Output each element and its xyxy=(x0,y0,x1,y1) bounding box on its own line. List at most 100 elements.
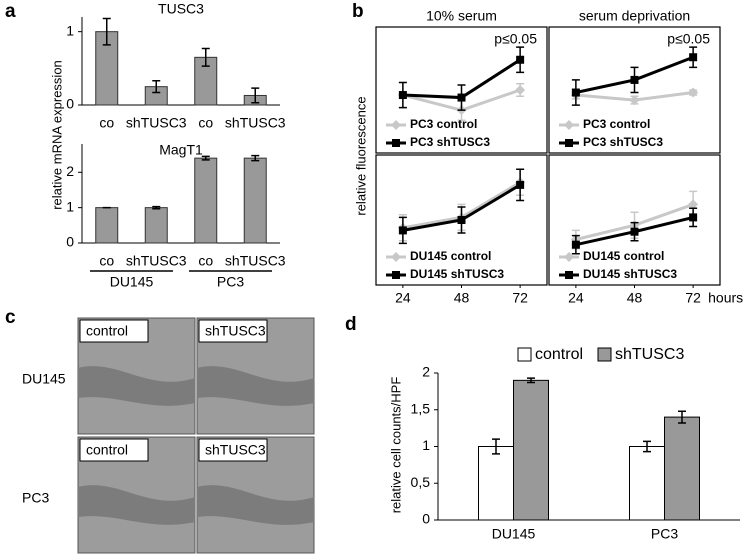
y-tick-label: 1 xyxy=(66,198,74,214)
y-tick-label: 2 xyxy=(66,163,74,179)
legend-label: DU145 shTUSC3 xyxy=(410,267,504,281)
chart-title: serum deprivation xyxy=(579,8,690,24)
legend-label: PC3 shTUSC3 xyxy=(583,135,663,149)
error-bar xyxy=(251,87,260,104)
x-tick-label: shTUSC3 xyxy=(225,115,286,131)
legend-label: DU145 control xyxy=(583,249,664,263)
marker xyxy=(398,226,407,235)
panel-letter: a xyxy=(5,1,16,22)
group-label: PC3 xyxy=(217,274,244,290)
error-bar xyxy=(251,154,260,162)
marker xyxy=(571,240,580,249)
legend-marker xyxy=(392,271,400,279)
marker xyxy=(457,216,466,224)
legend-label: control xyxy=(535,346,583,363)
annotation: p≤0.05 xyxy=(494,31,537,47)
x-tick-label: 48 xyxy=(627,290,643,306)
y-axis-label: relative mRNA expression xyxy=(49,60,64,210)
error-bar xyxy=(102,17,111,46)
bar xyxy=(513,379,549,521)
panel-letter: b xyxy=(352,1,364,22)
marker xyxy=(688,199,699,210)
marker xyxy=(629,95,640,106)
legend-marker xyxy=(391,252,401,262)
marker xyxy=(516,180,525,189)
error-bar xyxy=(152,80,161,94)
x-tick-label: 24 xyxy=(395,290,411,306)
bar xyxy=(664,416,700,521)
marker xyxy=(689,213,698,222)
image-label: shTUSC3 xyxy=(205,323,266,339)
marker xyxy=(688,87,699,98)
image-label: shTUSC3 xyxy=(205,442,266,458)
x-tick-label: co xyxy=(99,253,114,269)
marker xyxy=(516,55,525,64)
chart-title: MagT1 xyxy=(159,142,203,158)
y-axis-label: relative fluorescence xyxy=(353,96,368,215)
legend-swatch xyxy=(597,347,612,362)
x-tick-label: PC3 xyxy=(651,526,678,542)
plot-frame xyxy=(375,26,548,154)
legend-label: PC3 control xyxy=(583,117,650,131)
scratch-gap xyxy=(78,366,195,406)
y-tick-label: 1 xyxy=(66,22,74,38)
bar xyxy=(194,157,218,244)
error-bar xyxy=(643,440,651,453)
x-tick-label: 72 xyxy=(685,290,701,306)
legend-label: DU145 control xyxy=(410,249,491,263)
x-tick-label: co xyxy=(198,115,213,131)
legend-label: PC3 control xyxy=(410,117,477,131)
group-label: DU145 xyxy=(110,274,154,290)
scratch-gap xyxy=(197,366,314,406)
x-tick-label: 48 xyxy=(454,290,470,306)
y-tick-label: 0 xyxy=(66,96,74,112)
x-tick-label: co xyxy=(99,115,114,131)
scratch-gap xyxy=(197,485,314,525)
x-axis-label: hours xyxy=(708,290,743,306)
bar xyxy=(478,446,514,521)
x-tick-label: shTUSC3 xyxy=(126,115,187,131)
row-label: DU145 xyxy=(22,371,66,387)
y-tick-label: 1 xyxy=(422,437,430,453)
x-tick-label: 24 xyxy=(568,290,584,306)
marker xyxy=(571,88,580,97)
y-tick-label: 1,5 xyxy=(411,400,431,416)
image-label-box xyxy=(198,438,268,462)
legend-marker xyxy=(391,120,401,130)
marker xyxy=(457,93,466,102)
legend-label: shTUSC3 xyxy=(615,346,684,363)
marker xyxy=(630,227,639,236)
x-tick-label: DU145 xyxy=(492,526,536,542)
legend-marker xyxy=(565,271,573,279)
panel-letter: c xyxy=(5,307,16,328)
marker xyxy=(398,91,407,100)
image-label: control xyxy=(86,323,128,339)
legend-marker xyxy=(565,139,573,147)
bar xyxy=(629,446,665,521)
y-tick-label: 0 xyxy=(66,234,74,250)
chart-title: TUSC3 xyxy=(158,1,204,17)
bar xyxy=(95,207,119,244)
error-bar xyxy=(201,47,210,67)
error-bar xyxy=(492,438,500,455)
image-label-box xyxy=(198,319,268,343)
marker xyxy=(630,75,639,84)
y-tick-label: 0 xyxy=(422,511,430,527)
row-label: PC3 xyxy=(22,490,49,506)
panel-letter: d xyxy=(345,314,357,335)
bar xyxy=(144,207,168,244)
legend-swatch xyxy=(517,347,532,362)
x-tick-label: 72 xyxy=(512,290,528,306)
x-tick-label: shTUSC3 xyxy=(126,253,187,269)
error-bar xyxy=(201,155,210,161)
error-bar xyxy=(152,205,161,210)
marker xyxy=(515,85,526,95)
error-bar xyxy=(527,377,535,384)
image-label: control xyxy=(86,442,128,458)
error-bar xyxy=(678,410,686,424)
annotation: p≤0.05 xyxy=(667,31,710,47)
legend-label: DU145 shTUSC3 xyxy=(583,267,677,281)
legend-marker xyxy=(564,120,574,130)
image-label-box xyxy=(79,438,149,462)
